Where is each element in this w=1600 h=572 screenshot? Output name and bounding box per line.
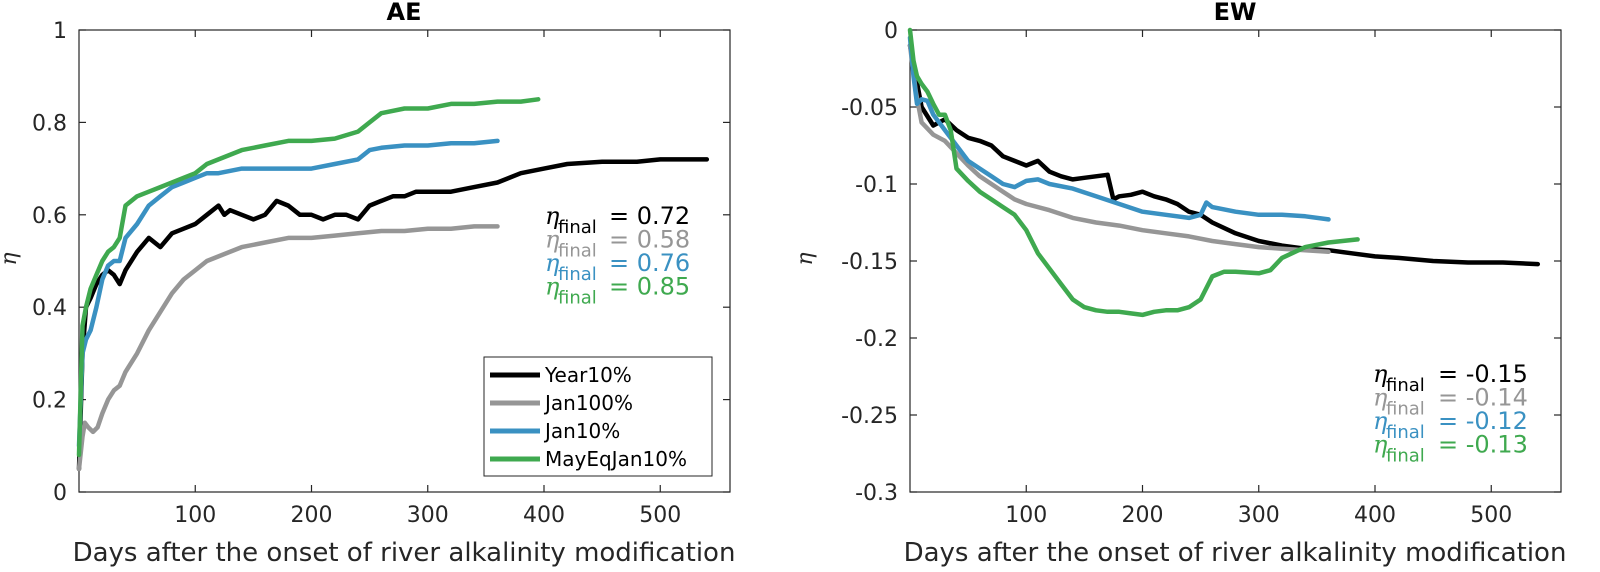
- y-tick-label: 1: [53, 19, 67, 44]
- plot-lines-ae: [76, 97, 710, 472]
- eta-final-value: = -0.13: [1438, 431, 1528, 459]
- eta-subscript: final: [1386, 422, 1425, 443]
- eta-final-value: = -0.15: [1438, 360, 1528, 388]
- y-tick-label: -0.3: [855, 481, 898, 506]
- eta-final-value: = 0.58: [609, 226, 690, 254]
- eta-subscript: final: [1386, 446, 1425, 467]
- y-tick-label: 0.8: [32, 111, 67, 136]
- legend-label: Jan100%: [543, 391, 633, 415]
- eta-final-value: = 0.85: [609, 273, 690, 301]
- x-tick-label: 100: [1005, 503, 1047, 528]
- x-tick-label: 200: [291, 503, 333, 528]
- y-tick-label: -0.05: [841, 96, 898, 121]
- series-line-jan10pct: [907, 35, 1331, 222]
- series-line-jan10pct: [76, 138, 500, 449]
- legend-item-jan100pct: Jan100%: [490, 391, 633, 415]
- eta-subscript: final: [558, 241, 597, 262]
- panel-ae: AE 0 0.2 0.4 0.6 0.8 1 100 200 300 400 500 Days a…: [0, 0, 735, 568]
- eta-symbol: η: [1373, 360, 1388, 388]
- eta-subscript: final: [1386, 375, 1425, 396]
- eta-final-value: = -0.12: [1438, 407, 1528, 435]
- legend-label: Jan10%: [543, 419, 620, 443]
- y-tick-label: -0.15: [841, 250, 898, 275]
- y-ticks-ew: 0 -0.05 -0.1 -0.15 -0.2 -0.25 -0.3: [841, 19, 1561, 506]
- x-tick-label: 500: [1470, 503, 1512, 528]
- y-axis-label-ew: η: [793, 252, 818, 265]
- x-tick-label: 300: [407, 503, 449, 528]
- y-tick-label: 0.2: [32, 389, 67, 414]
- series-line-year10pct: [907, 43, 1541, 267]
- x-tick-label: 400: [523, 503, 565, 528]
- axes-frame-ae: [78, 29, 731, 493]
- x-axis-label-ae: Days after the onset of river alkalinity…: [73, 538, 736, 568]
- y-tick-label: 0.4: [32, 296, 67, 321]
- eta-symbol: η: [545, 202, 560, 230]
- panel-ew: EW 0 -0.05 -0.1 -0.15 -0.2 -0.25 -0.3 100 200 30…: [793, 0, 1566, 568]
- series-line-jan100pct: [76, 224, 500, 472]
- legend-item-mayeqjan10pct: MayEqJan10%: [490, 447, 687, 471]
- x-tick-label: 500: [639, 503, 681, 528]
- y-tick-label: -0.25: [841, 404, 898, 429]
- eta-final-value: = -0.14: [1438, 384, 1528, 412]
- series-line-mayeqjan10pct: [76, 97, 541, 458]
- eta-subscript: final: [558, 217, 597, 238]
- chart-title-ae: AE: [387, 0, 422, 26]
- y-axis-label-ae: η: [0, 252, 22, 265]
- legend-item-jan10pct: Jan10%: [490, 419, 620, 443]
- legend-label: Year10%: [544, 363, 632, 387]
- eta-symbol: η: [545, 273, 560, 301]
- legend-item-year10pct: Year10%: [490, 363, 632, 387]
- legend: Year10% Jan100% Jan10% MayEqJan10%: [483, 356, 713, 477]
- x-ticks-ew: 100 200 300 400 500: [1005, 30, 1512, 528]
- x-axis-label-ew: Days after the onset of river alkalinity…: [904, 538, 1567, 568]
- y-tick-label: -0.1: [855, 173, 898, 198]
- eta-symbol: η: [1373, 407, 1388, 435]
- plot-lines-ew: [907, 27, 1541, 318]
- chart-title-ew: EW: [1214, 0, 1257, 26]
- y-tick-label: 0: [53, 481, 67, 506]
- x-tick-label: 300: [1238, 503, 1280, 528]
- eta-symbol: η: [545, 226, 560, 254]
- x-tick-label: 200: [1122, 503, 1164, 528]
- eta-subscript: final: [1386, 399, 1425, 420]
- legend-label: MayEqJan10%: [545, 447, 687, 471]
- series-line-year10pct: [76, 157, 710, 472]
- eta-final-value: = 0.76: [609, 249, 690, 277]
- eta-subscript: final: [558, 264, 597, 285]
- x-tick-label: 100: [174, 503, 216, 528]
- eta-symbol: η: [545, 249, 560, 277]
- y-ticks-ae: 0 0.2 0.4 0.6 0.8 1: [32, 19, 730, 506]
- x-tick-label: 400: [1354, 503, 1396, 528]
- series-line-mayeqjan10pct: [907, 27, 1360, 318]
- y-tick-label: 0: [884, 19, 898, 44]
- eta-symbol: η: [1373, 384, 1388, 412]
- eta-final-value: = 0.72: [609, 202, 690, 230]
- eta-symbol: η: [1373, 431, 1388, 459]
- y-tick-label: -0.2: [855, 327, 898, 352]
- y-tick-label: 0.6: [32, 204, 67, 229]
- eta-subscript: final: [558, 288, 597, 309]
- x-ticks-ae: 100 200 300 400 500: [174, 30, 681, 528]
- series-line-jan100pct: [907, 43, 1331, 255]
